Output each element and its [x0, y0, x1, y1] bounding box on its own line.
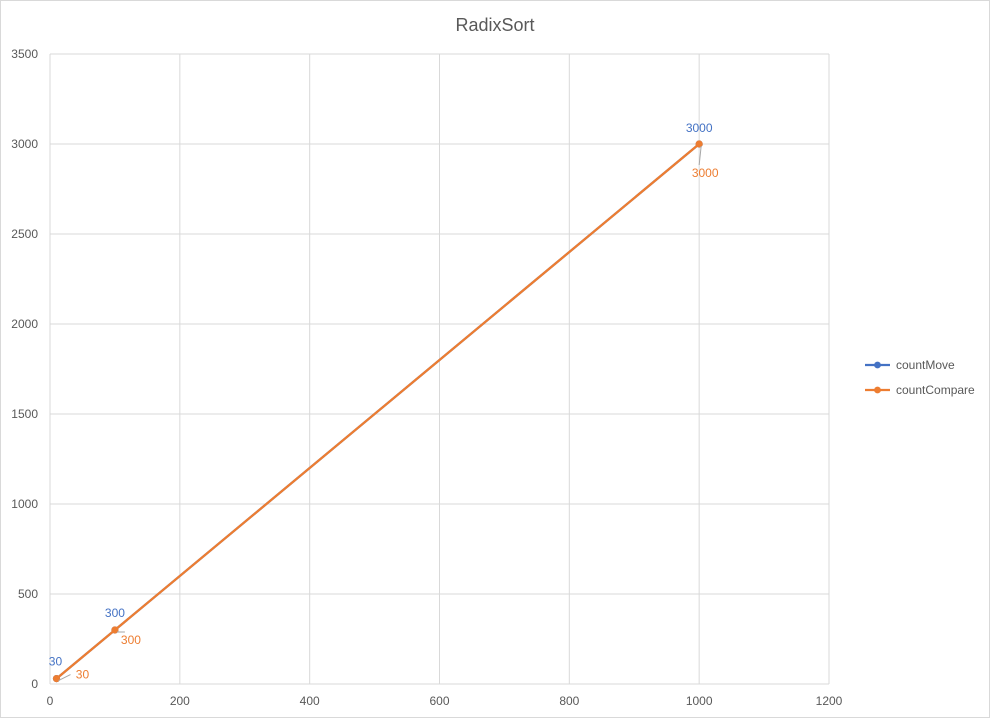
- data-label-countcompare: 300: [121, 633, 141, 647]
- x-tick-label: 200: [170, 694, 190, 708]
- data-point-countcompare: [52, 675, 61, 683]
- y-tick-label: 0: [31, 677, 38, 691]
- y-tick-label: 500: [18, 587, 38, 601]
- legend-item-countcompare[interactable]: countCompare: [865, 383, 975, 397]
- x-tick-label: 1000: [686, 694, 713, 708]
- y-tick-label: 2500: [11, 227, 38, 241]
- data-label-countcompare: 30: [76, 668, 90, 682]
- data-point-countcompare: [111, 626, 119, 634]
- data-point-countcompare: [695, 140, 703, 148]
- y-tick-label: 2000: [11, 317, 38, 331]
- legend-label-countcompare: countCompare: [896, 383, 975, 397]
- x-tick-label: 1200: [816, 694, 843, 708]
- legend[interactable]: countMove countCompare: [865, 358, 975, 397]
- x-tick-label: 600: [429, 694, 449, 708]
- data-label-countmove: 30: [49, 655, 63, 669]
- legend-label-countmove: countMove: [896, 358, 955, 372]
- legend-marker-countmove: [874, 361, 881, 369]
- data-label-leader: [58, 674, 71, 682]
- plot-series: [52, 140, 703, 683]
- x-tick-label: 800: [559, 694, 579, 708]
- data-label-countmove: 3000: [686, 121, 713, 135]
- data-labels: 30 300 3000 30 300 3000: [49, 121, 719, 682]
- chart-title: RadixSort: [455, 15, 534, 35]
- y-tick-label: 1000: [11, 497, 38, 511]
- x-tick-label: 0: [47, 694, 54, 708]
- gridlines: [50, 53, 830, 684]
- series-line-countcompare: [55, 142, 701, 680]
- y-tick-label: 1500: [11, 407, 38, 421]
- x-tick-label: 400: [300, 694, 320, 708]
- data-label-countcompare: 3000: [692, 166, 719, 180]
- axes: 0 500 1000 1500 2000 2500 3000 3500 0 200 400 600 80…: [11, 47, 842, 708]
- y-tick-label: 3000: [11, 137, 38, 151]
- data-label-countmove: 300: [105, 606, 125, 620]
- legend-marker-countcompare: [874, 386, 881, 394]
- data-label-leader: [698, 145, 702, 166]
- y-tick-label: 3500: [11, 47, 38, 61]
- legend-item-countmove[interactable]: countMove: [865, 358, 955, 372]
